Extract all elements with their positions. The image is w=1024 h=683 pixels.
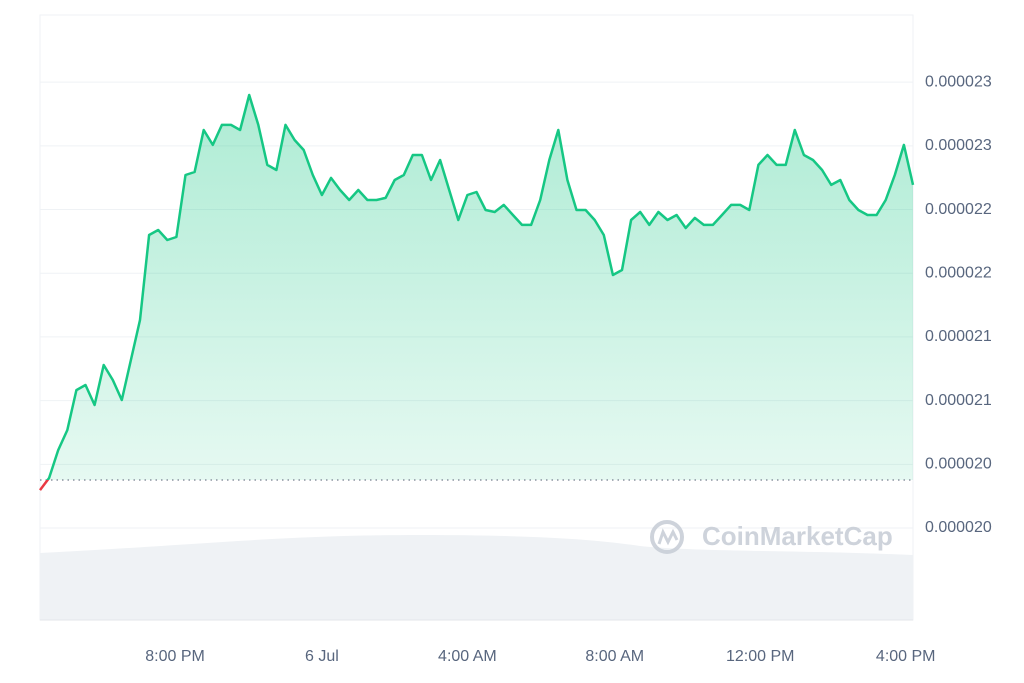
y-tick-label: 0.000023	[925, 137, 992, 154]
y-tick-label: 0.000022	[925, 264, 992, 281]
y-tick-label: 0.000021	[925, 328, 992, 345]
watermark-text: CoinMarketCap	[702, 521, 893, 551]
y-tick-label: 0.000020	[925, 519, 992, 536]
x-tick-label: 8:00 AM	[585, 648, 644, 665]
watermark: CoinMarketCap	[650, 520, 893, 554]
price-line	[46, 93, 915, 480]
x-tick-label: 8:00 PM	[145, 648, 205, 665]
y-tick-label: 0.000022	[925, 201, 992, 218]
x-tick-label: 4:00 AM	[438, 648, 497, 665]
volume-area	[40, 535, 913, 620]
y-tick-label: 0.000023	[925, 73, 992, 90]
y-tick-label: 0.000020	[925, 456, 992, 473]
x-tick-label: 4:00 PM	[876, 648, 936, 665]
x-tick-label: 12:00 PM	[726, 648, 794, 665]
y-tick-label: 0.000021	[925, 392, 992, 409]
price-area	[47, 95, 913, 480]
x-tick-label: 6 Jul	[305, 648, 339, 665]
